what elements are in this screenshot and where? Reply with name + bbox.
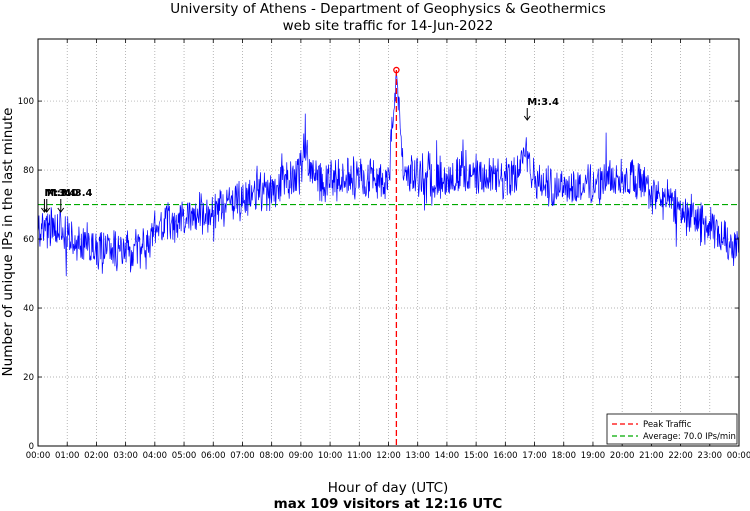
- x-tick-label: 22:00: [668, 451, 693, 461]
- annotation-label: M:3.4: [44, 188, 76, 199]
- peak-marker: [393, 66, 400, 74]
- annotation-label: M:3.4: [527, 97, 559, 108]
- x-axis-label: Hour of day (UTC): [328, 480, 449, 496]
- x-tick-label: 14:00: [435, 451, 460, 461]
- chart-title: University of Athens - Department of Geo…: [170, 1, 606, 17]
- y-tick-label: 60: [23, 235, 34, 245]
- legend-box: [606, 413, 738, 445]
- legend: Peak Traffic Average: 70.0 IPs/min: [606, 413, 738, 445]
- legend-average-label: Average: 70.0 IPs/min: [643, 432, 736, 442]
- x-tick-label: 17:00: [522, 451, 547, 461]
- y-tick-label: 100: [18, 97, 34, 107]
- grid-lines: [38, 39, 739, 446]
- plot-frame: [37, 38, 740, 447]
- x-tick-label: 13:00: [405, 451, 430, 461]
- x-tick-label: 20:00: [610, 451, 635, 461]
- x-tick-label: 06:00: [201, 451, 226, 461]
- x-tick-label: 03:00: [113, 451, 138, 461]
- x-tick-label: 21:00: [639, 451, 664, 461]
- x-tick-label: 07:00: [230, 451, 255, 461]
- x-tick-label: 09:00: [289, 451, 314, 461]
- annotation-label: M:3.0: [47, 188, 79, 199]
- x-tick-label: 12:00: [376, 451, 401, 461]
- x-tick-label: 18:00: [552, 451, 577, 461]
- x-tick-label: 00:00: [727, 451, 750, 461]
- x-tick-label: 01:00: [55, 451, 80, 461]
- annotation-arrowhead: [523, 115, 531, 121]
- y-tick-label: 80: [23, 166, 34, 176]
- series-line-traffic: [37, 71, 739, 277]
- x-tick-label: 02:00: [84, 451, 109, 461]
- x-tick-label: 15:00: [464, 451, 489, 461]
- x-tick-label: 04:00: [143, 451, 168, 461]
- x-tick-label: 05:00: [172, 451, 197, 461]
- x-tick-label: 11:00: [347, 451, 372, 461]
- x-tick-label: 08:00: [259, 451, 284, 461]
- chart-footer: max 109 visitors at 12:16 UTC: [274, 496, 503, 511]
- x-tick-label: 00:00: [26, 451, 51, 461]
- y-tick-label: 20: [23, 373, 34, 383]
- y-tick-label: 0: [29, 442, 34, 452]
- x-tick-label: 19:00: [581, 451, 606, 461]
- x-tick-label: 10:00: [318, 451, 343, 461]
- annotation-arrowhead: [57, 207, 65, 213]
- annotation-label: M:3.4: [61, 188, 93, 199]
- x-tick-label: 16:00: [493, 451, 518, 461]
- y-axis-label: Number of unique IPs in the last minute: [0, 108, 16, 377]
- y-tick-label: 40: [23, 304, 34, 314]
- chart-subtitle: web site traffic for 14-Jun-2022: [283, 18, 494, 34]
- annotation-arrowhead: [43, 207, 51, 213]
- legend-peak-label: Peak Traffic: [643, 420, 692, 430]
- x-tick-label: 23:00: [698, 451, 723, 461]
